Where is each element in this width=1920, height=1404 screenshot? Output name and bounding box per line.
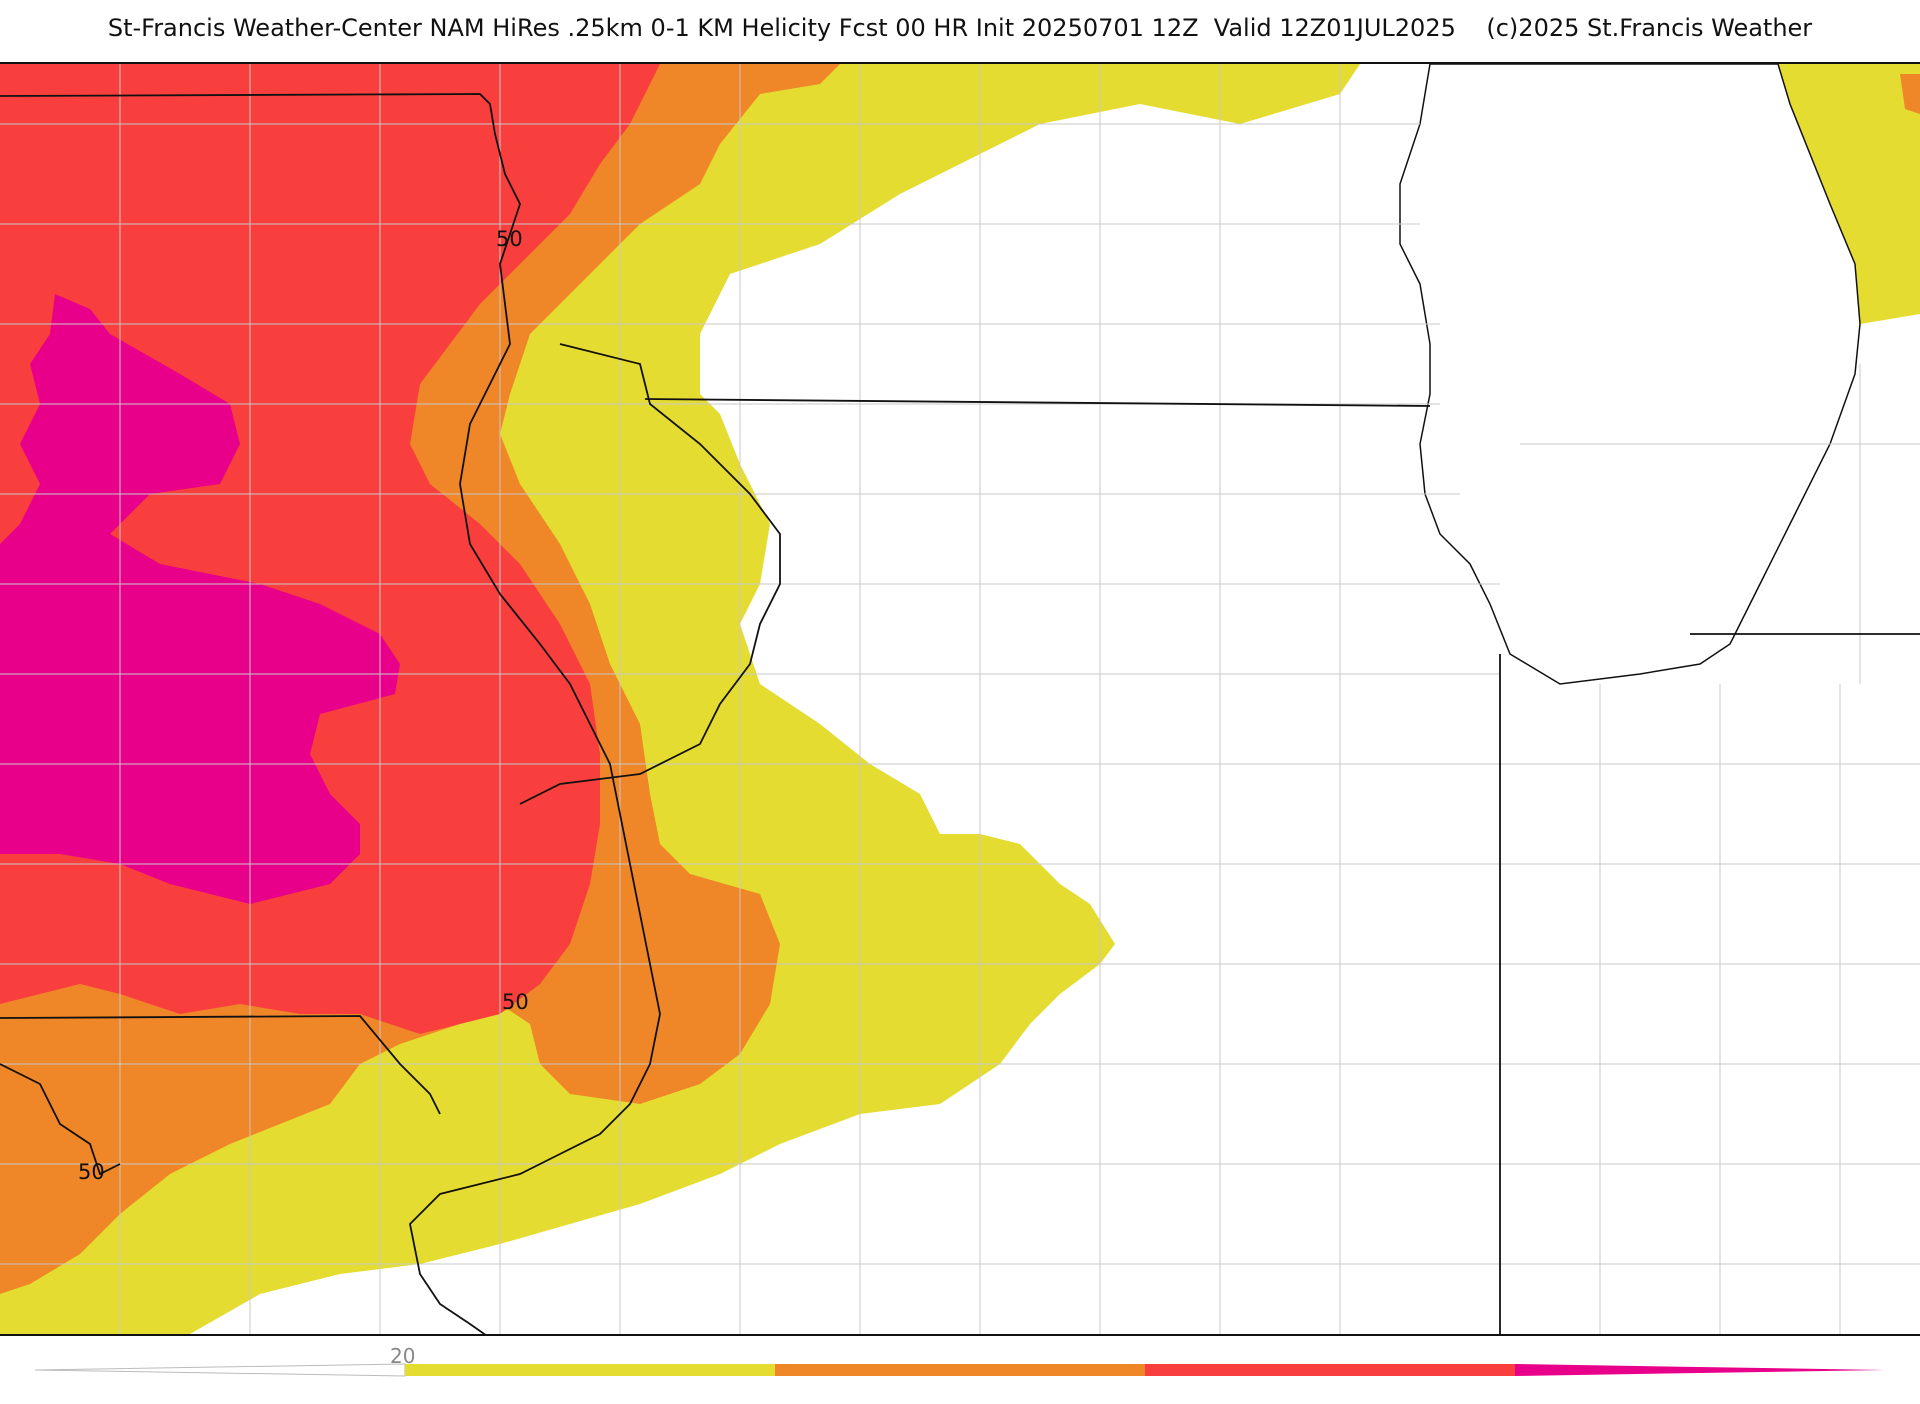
helicity-patch-right-orange: [1900, 74, 1920, 114]
helicity-patch-right: [1778, 64, 1920, 324]
colorbar-tick-label: 20: [390, 1344, 416, 1368]
colorbar-segment-40-50: [1145, 1364, 1515, 1376]
county-borders: [0, 64, 1920, 1334]
helicity-map: 50 50 50: [0, 62, 1920, 1336]
state-borders: [0, 93, 1920, 1334]
lake-michigan: [1399, 64, 1861, 685]
helicity-band-50-plus: [0, 294, 400, 904]
contour-label-50-north: 50: [496, 227, 523, 251]
color-legend: [0, 1336, 1920, 1400]
colorbar-low-triangle: [34, 1363, 406, 1377]
contour-label-50-southwest: 50: [78, 1160, 105, 1184]
helicity-streak-orange: [520, 174, 660, 324]
map-canvas: 50 50 50: [0, 64, 1920, 1334]
contour-label-50-central: 50: [502, 990, 529, 1014]
map-title: St-Francis Weather-Center NAM HiRes .25k…: [107, 14, 1813, 42]
colorbar-segment-20-30: [405, 1364, 775, 1376]
colorbar-high-triangle: [1515, 1364, 1885, 1376]
colorbar-segment-30-40: [775, 1364, 1145, 1376]
